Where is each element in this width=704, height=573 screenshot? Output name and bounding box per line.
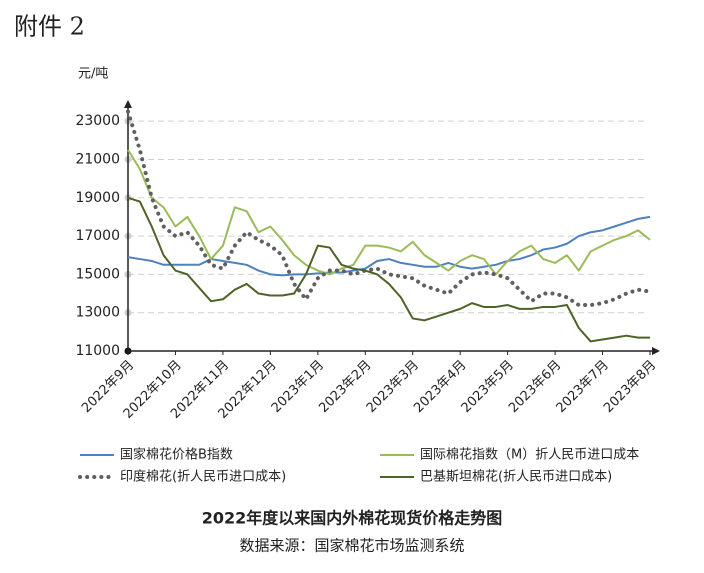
series-line <box>127 196 650 343</box>
chart-source: 数据来源：国家棉花市场监测系统 <box>239 537 464 555</box>
y-tick-label: 21000 <box>75 151 120 167</box>
legend-label: 印度棉花(折人民币进口成本) <box>120 469 286 485</box>
legend-label: 巴基斯坦棉花(折人民币进口成本) <box>420 469 612 485</box>
x-axis-arrow <box>652 347 660 355</box>
chart-title: 2022年度以来国内外棉花现货价格走势图 <box>202 509 503 528</box>
y-tick-label: 11000 <box>75 343 120 359</box>
y-axis-label: 元/吨 <box>78 67 108 82</box>
y-tick-label: 23000 <box>75 113 120 129</box>
series-line <box>126 109 652 308</box>
legend-label: 国家棉花价格B指数 <box>120 447 233 463</box>
series-line <box>127 215 651 277</box>
legend-label: 国际棉花指数（M）折人民币进口成本 <box>420 447 639 463</box>
y-tick-label: 17000 <box>75 228 120 244</box>
page-label: 附件 2 <box>14 13 85 41</box>
y-tick-label: 15000 <box>75 266 120 282</box>
y-axis-arrow <box>124 100 132 108</box>
y-tick-label: 19000 <box>75 190 120 206</box>
y-tick-label: 13000 <box>75 305 120 321</box>
series-line <box>127 149 651 276</box>
